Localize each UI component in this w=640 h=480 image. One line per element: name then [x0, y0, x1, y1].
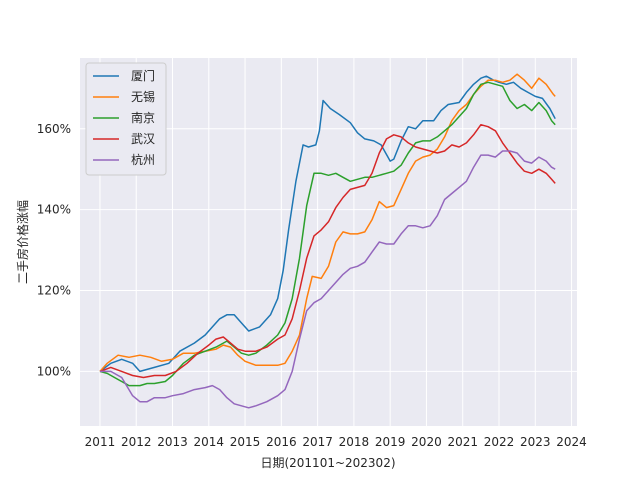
legend-label: 无锡: [131, 89, 155, 104]
x-tick-label: 2017: [302, 435, 333, 449]
legend-label: 武汉: [131, 132, 155, 146]
y-tick-label: 140%: [37, 203, 71, 217]
x-tick-label: 2024: [556, 435, 587, 449]
x-tick-label: 2020: [411, 435, 442, 449]
legend-label: 杭州: [131, 152, 155, 167]
series-lines: [99, 73, 556, 409]
x-tick-label: 2011: [85, 435, 116, 449]
x-tick-label: 2023: [520, 435, 551, 449]
x-tick-label: 2014: [194, 435, 225, 449]
y-tick-label: 160%: [37, 122, 71, 136]
x-tick-label: 2016: [266, 435, 297, 449]
x-tick-label: 2018: [339, 435, 370, 449]
y-tick-labels: 100% 120% 140% 160%: [37, 122, 71, 379]
x-tick-labels: 2011 2012 2013 2014 2015 2016 2017 2018 2019 2020…: [85, 435, 587, 449]
x-tick-label: 2019: [375, 435, 406, 449]
x-tick-label: 2022: [484, 435, 515, 449]
legend-box: [85, 62, 167, 176]
x-tick-label: 2013: [157, 435, 188, 449]
watermark-text: 知乎用户: [555, 449, 615, 467]
legend-label: 南京: [131, 110, 155, 125]
series-line-4: [100, 150, 556, 409]
y-tick-label: 120%: [37, 284, 71, 298]
series-line-0: [99, 75, 556, 373]
y-tick-label: 100%: [37, 364, 71, 378]
grid-lines: [80, 58, 577, 426]
y-axis-title: 二手房价格涨幅: [15, 200, 30, 284]
series-line-2: [99, 81, 556, 387]
x-tick-label: 2021: [447, 435, 478, 449]
x-tick-label: 2015: [230, 435, 261, 449]
x-axis-title: 日期(201101~202302): [260, 456, 395, 470]
series-line-3: [99, 123, 556, 379]
legend-label: 厦门: [131, 68, 155, 83]
x-tick-label: 2012: [121, 435, 152, 449]
